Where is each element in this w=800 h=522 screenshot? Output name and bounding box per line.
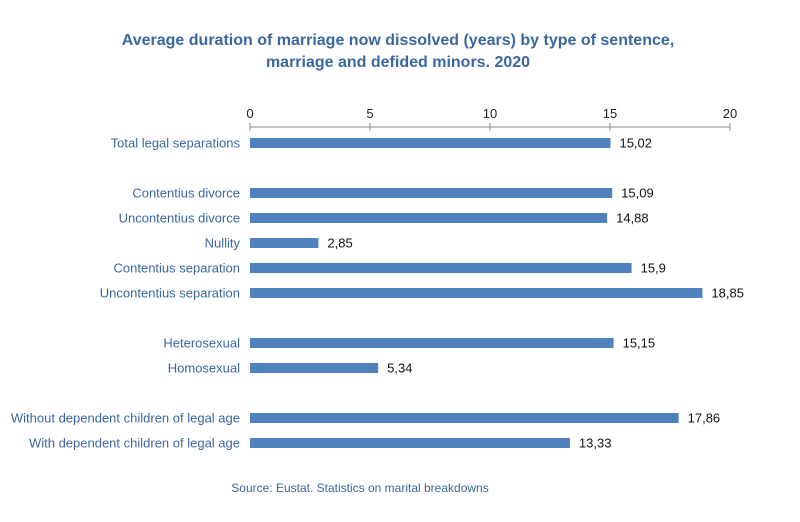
x-tick-label-0: 0 <box>246 106 253 121</box>
bar-contentius-separation <box>250 263 632 273</box>
category-label-homosexual: Homosexual <box>168 361 240 376</box>
data-label-homosexual: 5,34 <box>387 361 412 376</box>
x-tick-label-10: 10 <box>483 106 497 121</box>
category-label-nullity: Nullity <box>205 236 241 251</box>
bars <box>250 138 703 448</box>
data-label-without-dependent-children-of-legal-age: 17,86 <box>688 411 721 426</box>
bar-with-dependent-children-of-legal-age <box>250 438 570 448</box>
data-label-nullity: 2,85 <box>327 236 352 251</box>
data-label-with-dependent-children-of-legal-age: 13,33 <box>579 436 612 451</box>
category-label-uncontentius-divorce: Uncontentius divorce <box>119 211 240 226</box>
x-axis-ticks: 0 5 10 15 20 <box>246 106 737 131</box>
category-label-total-legal-separations: Total legal separations <box>111 136 241 151</box>
chart-title-line-2: marriage and defided minors. 2020 <box>266 54 530 71</box>
bar-nullity <box>250 238 319 248</box>
category-labels: Total legal separations Contentius divorc… <box>11 136 241 451</box>
x-tick-label-15: 15 <box>603 106 617 121</box>
bar-homosexual <box>250 363 379 373</box>
chart-title-line-1: Average duration of marriage now dissolv… <box>122 32 674 49</box>
x-tick-label-5: 5 <box>366 106 373 121</box>
category-label-with-dependent-children-of-legal-age: With dependent children of legal age <box>29 436 240 451</box>
data-labels: 15,02 15,09 14,88 2,85 15,9 18,85 15,15 5,34 17,… <box>327 136 744 451</box>
bar-total-legal-separations <box>250 138 611 148</box>
data-label-contentius-divorce: 15,09 <box>621 186 654 201</box>
source-note: Source: Eustat. Statistics on marital br… <box>231 481 488 495</box>
bar-without-dependent-children-of-legal-age <box>250 413 679 423</box>
bar-heterosexual <box>250 338 614 348</box>
category-label-contentius-separation: Contentius separation <box>114 261 240 276</box>
bar-contentius-divorce <box>250 188 613 198</box>
data-label-contentius-separation: 15,9 <box>641 261 666 276</box>
data-label-total-legal-separations: 15,02 <box>619 136 652 151</box>
x-tick-label-20: 20 <box>723 106 737 121</box>
data-label-uncontentius-separation: 18,85 <box>711 286 744 301</box>
bar-uncontentius-separation <box>250 288 703 298</box>
data-label-heterosexual: 15,15 <box>623 336 656 351</box>
data-label-uncontentius-divorce: 14,88 <box>616 211 649 226</box>
category-label-uncontentius-separation: Uncontentius separation <box>100 286 240 301</box>
category-label-without-dependent-children-of-legal-age: Without dependent children of legal age <box>11 411 240 426</box>
bar-uncontentius-divorce <box>250 213 608 223</box>
category-label-contentius-divorce: Contentius divorce <box>132 186 240 201</box>
category-label-heterosexual: Heterosexual <box>163 336 240 351</box>
